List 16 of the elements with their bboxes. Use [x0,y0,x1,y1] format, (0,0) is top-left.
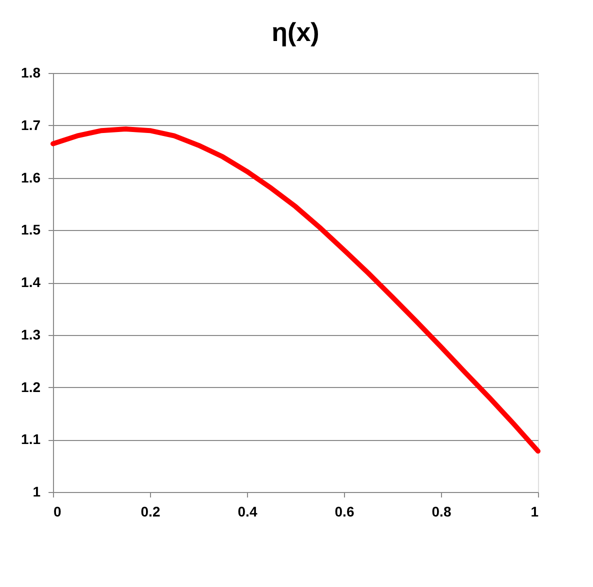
y-tick-label: 1.3 [21,326,41,342]
x-tick-label: 0.2 [140,504,160,520]
x-tick-label: 0.8 [432,504,452,520]
y-tick-label: 1.6 [21,169,41,186]
y-tick-label: 1.1 [21,431,41,448]
x-tick-label: 0 [54,504,62,520]
chart-title: η(x) [272,17,320,47]
y-tick-label: 1.2 [21,378,41,395]
y-tick-label: 1.4 [21,274,41,290]
y-tick-label: 1.7 [21,116,41,133]
x-tick-label: 1 [530,504,539,520]
x-tick-label: 0.6 [334,504,354,520]
x-tick-label: 0.4 [238,504,258,520]
y-tick-label: 1.5 [21,222,41,238]
y-tick-label: 1.8 [21,64,41,80]
y-tick-label: 1 [32,484,41,500]
